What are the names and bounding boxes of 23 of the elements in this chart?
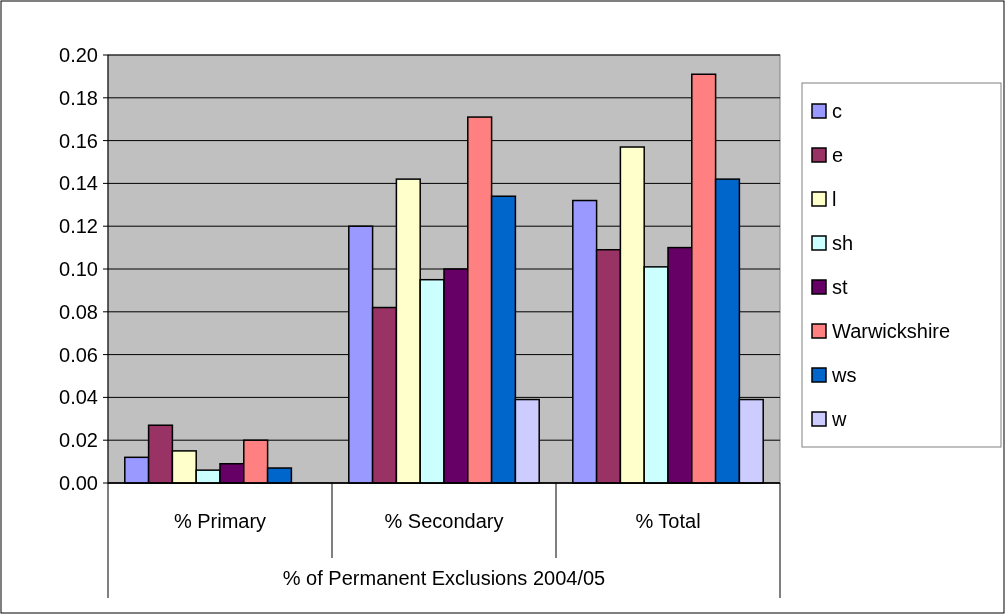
y-tick-label: 0.12 [59,215,98,238]
y-tick-label: 0.00 [59,472,98,494]
y-tick-label: 0.16 [59,129,98,152]
y-tick-label: 0.18 [59,86,98,109]
y-tick-label: 0.04 [59,386,98,409]
y-tick-label: 0.10 [59,258,98,280]
legend-label: c [832,100,842,122]
legend-label: e [832,144,844,166]
legend-label: st [832,276,848,298]
y-tick-label: 0.08 [59,300,98,323]
y-tick-label: 0.20 [59,44,98,66]
y-tick-label: 0.02 [59,429,98,452]
y-tick-label: 0.06 [59,343,98,366]
legend-label: Warwickshire [832,320,951,342]
legend-label: l [832,188,837,210]
x-tick-label: % Secondary [384,510,504,532]
legend-label: w [831,408,847,430]
legend-label: ws [831,364,857,386]
legend-label: sh [832,232,854,254]
x-tick-label: % Primary [173,510,267,532]
x-axis-title: % of Permanent Exclusions 2004/05 [282,567,606,589]
y-tick-label: 0.14 [59,172,98,195]
x-tick-label: % Total [635,510,701,532]
